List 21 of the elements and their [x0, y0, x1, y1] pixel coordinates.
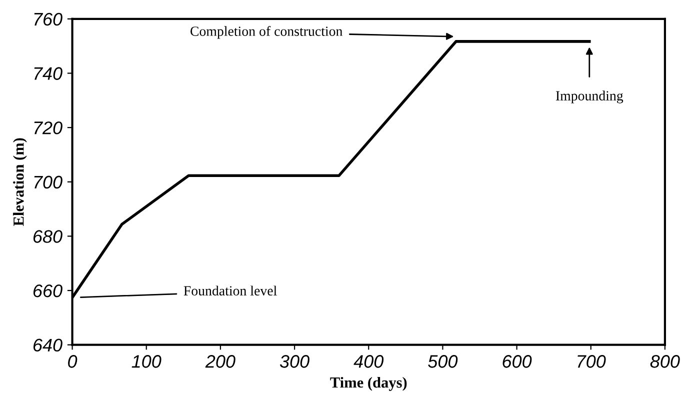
y-tick-label: 660	[33, 284, 62, 298]
x-tick-label: 700	[578, 355, 606, 368]
y-axis-title: Elevation (m)	[13, 138, 27, 226]
y-tick-label: 640	[33, 338, 62, 352]
x-tick-label: 400	[354, 355, 384, 368]
y-tick-label: 720	[34, 121, 62, 134]
y-tick-label: 760	[34, 12, 62, 26]
annotation: Completion of construction	[190, 26, 342, 39]
annotation: Impounding	[556, 90, 624, 104]
x-tick-label: 0	[68, 355, 78, 368]
y-tick-label: 740	[34, 67, 62, 80]
annotation: Foundation level	[184, 286, 277, 296]
x-tick-label: 100	[132, 355, 162, 368]
y-tick-label: 680	[33, 230, 62, 243]
x-tick-label: 300	[280, 355, 310, 368]
x-axis-title: Time (days)	[330, 376, 407, 391]
x-tick-label: 200	[205, 355, 236, 368]
x-tick-label: 800	[650, 355, 680, 368]
x-tick-label: 500	[428, 355, 458, 368]
x-tick-label: 600	[502, 355, 532, 368]
y-tick-label: 700	[34, 176, 62, 189]
